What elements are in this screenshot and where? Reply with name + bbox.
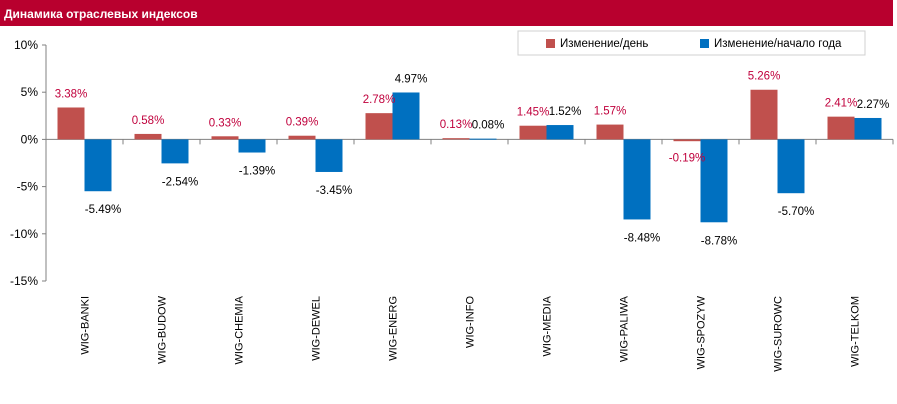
data-label-ytd: 1.52%: [549, 106, 582, 118]
bar-ytd-change: [777, 139, 805, 194]
data-label-daily: 2.78%: [363, 94, 396, 106]
data-label-daily: 0.58%: [132, 115, 165, 127]
bar-daily-change: [750, 89, 778, 140]
bar-ytd-change: [854, 117, 882, 140]
chart-data-labels: 3.38% -5.49% 0.58% -2.54% 0.33% -1.39% 0.39% -3…: [55, 71, 890, 248]
category-label: WIG-BANKI: [80, 296, 92, 355]
legend-label-daily: Изменение/день: [560, 38, 648, 50]
data-label-daily: 1.57%: [594, 106, 627, 118]
data-label-ytd: -2.54%: [162, 176, 198, 188]
legend-label-ytd: Изменение/начало года: [714, 38, 842, 50]
y-tick-label: 5%: [21, 85, 39, 99]
category-label: WIG-DEWEL: [311, 296, 323, 361]
legend-swatch-daily: [546, 39, 555, 48]
data-label-daily: 1.45%: [517, 107, 550, 119]
bar-ytd-change: [623, 139, 651, 220]
bar-daily-change: [211, 136, 239, 140]
bar-daily-change: [57, 107, 85, 140]
data-label-daily: -0.19%: [669, 152, 705, 164]
category-label: WIG-MEDIA: [542, 295, 554, 356]
bar-ytd-change: [392, 92, 420, 140]
data-label-ytd: -5.70%: [778, 206, 814, 218]
bar-daily-change: [827, 116, 855, 140]
industry-index-bar-chart: 10% 5% 0% -5% -10% -15% WIG-BANKI WIG-BUDOW WIG-…: [10, 30, 894, 372]
data-label-ytd: -8.78%: [701, 235, 737, 247]
category-label: WIG-PALIWA: [619, 295, 631, 362]
data-label-daily: 5.26%: [748, 71, 781, 83]
data-label-ytd: -1.39%: [239, 166, 275, 178]
bar-daily-change: [596, 124, 624, 140]
chart-header: Динамика отраслевых индексов: [0, 0, 893, 26]
bar-daily-change: [519, 125, 547, 140]
data-label-daily: 3.38%: [55, 88, 88, 100]
y-tick-label: -15%: [10, 274, 38, 288]
bar-ytd-change: [315, 139, 343, 172]
legend-box: [517, 30, 866, 56]
bar-daily-change: [134, 133, 162, 140]
data-label-ytd: -5.49%: [85, 204, 121, 216]
category-label: WIG-SUROWC: [773, 296, 785, 372]
data-label-ytd: 4.97%: [395, 73, 428, 85]
bar-ytd-change: [161, 139, 189, 164]
category-label: WIG-BUDOW: [157, 295, 169, 363]
category-label: WIG-INFO: [465, 296, 477, 348]
data-label-daily: 2.41%: [825, 98, 858, 110]
data-label-daily: 0.13%: [440, 119, 473, 131]
data-label-daily: 0.33%: [209, 117, 242, 129]
bar-daily-change: [365, 113, 393, 140]
bar-ytd-change: [546, 125, 574, 140]
y-tick-label: 10%: [14, 38, 38, 52]
legend-swatch-ytd: [700, 39, 709, 48]
y-tick-label: -5%: [17, 180, 39, 194]
data-label-ytd: -3.45%: [316, 185, 352, 197]
category-label: WIG-TELKOM: [850, 296, 862, 367]
category-label: WIG-CHEMIA: [234, 295, 246, 364]
y-tick-label: -10%: [10, 227, 38, 241]
chart-header-title: Динамика отраслевых индексов: [4, 7, 198, 21]
chart-bars: [57, 89, 882, 223]
chart-axes: 10% 5% 0% -5% -10% -15% WIG-BANKI WIG-BUDOW WIG-…: [10, 38, 894, 372]
bar-ytd-change: [700, 139, 728, 223]
data-label-daily: 0.39%: [286, 117, 319, 129]
bar-ytd-change: [238, 139, 266, 153]
y-tick-label: 0%: [21, 132, 39, 146]
bar-ytd-change: [469, 138, 497, 140]
data-label-ytd: -8.48%: [624, 232, 660, 244]
bar-daily-change: [673, 139, 701, 142]
data-label-ytd: 2.27%: [857, 99, 890, 111]
bar-daily-change: [442, 138, 470, 140]
category-label: WIG-ENERG: [388, 296, 400, 361]
data-label-ytd: 0.08%: [472, 120, 505, 132]
bar-daily-change: [288, 135, 316, 140]
chart-legend: Изменение/день Изменение/начало года: [517, 30, 866, 56]
category-label: WIG-SPOZYW: [696, 295, 708, 369]
bar-ytd-change: [84, 139, 112, 192]
